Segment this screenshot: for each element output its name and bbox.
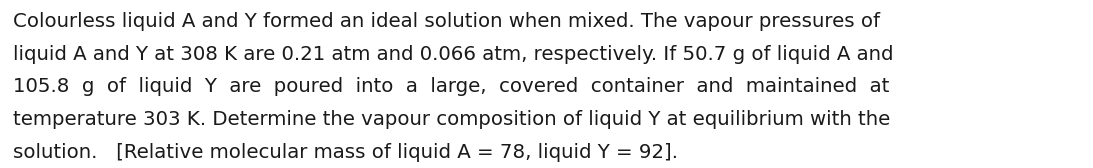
Text: solution.   [Relative molecular mass of liquid A = 78, liquid Y = 92].: solution. [Relative molecular mass of li… xyxy=(13,143,678,162)
Text: liquid A and Y at 308 K are 0.21 atm and 0.066 atm, respectively. If 50.7 g of l: liquid A and Y at 308 K are 0.21 atm and… xyxy=(13,45,894,64)
Text: temperature 303 K. Determine the vapour composition of liquid Y at equilibrium w: temperature 303 K. Determine the vapour … xyxy=(13,110,891,129)
Text: 105.8  g  of  liquid  Y  are  poured  into  a  large,  covered  container  and  : 105.8 g of liquid Y are poured into a la… xyxy=(13,77,890,96)
Text: Colourless liquid A and Y formed an ideal solution when mixed. The vapour pressu: Colourless liquid A and Y formed an idea… xyxy=(13,12,880,31)
